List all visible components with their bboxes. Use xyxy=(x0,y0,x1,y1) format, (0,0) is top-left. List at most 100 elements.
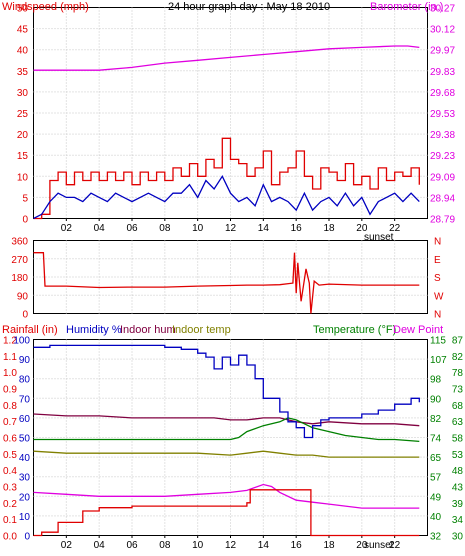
x-tick-label: 12 xyxy=(225,223,237,234)
x-tick-label: 18 xyxy=(323,223,335,234)
barometer-tick: 29.38 xyxy=(430,130,455,141)
dewpoint-axis-label: Dew Point xyxy=(393,324,443,336)
rainfall-tick: 1.0 xyxy=(3,368,17,379)
humidity-tick: 40 xyxy=(19,453,31,464)
dewpoint-tick: 34 xyxy=(452,515,464,526)
wind-barometer-chart: 0 5 10 15 20 25 30 35 40 45 50 28.79 28.94 29.09 29.2… xyxy=(2,1,455,240)
series-dew-point xyxy=(33,483,420,509)
windspeed-tick: 5 xyxy=(22,193,28,204)
x-tick-label: 16 xyxy=(291,223,303,234)
humidity-tick: 100 xyxy=(13,336,30,347)
humidity-tick: 70 xyxy=(19,394,31,405)
temperature-tick: 115 xyxy=(430,336,446,347)
dewpoint-tick: 53 xyxy=(452,450,464,461)
compass-tick: N xyxy=(434,237,441,248)
x-tick-label: 10 xyxy=(192,223,204,234)
legend-indoor-temp: Indoor temp xyxy=(172,324,231,336)
x-tick-label: 08 xyxy=(159,540,171,551)
rainfall-tick: 0.4 xyxy=(3,466,17,477)
humidity-tick: 0 xyxy=(24,532,30,543)
dewpoint-tick: 58 xyxy=(452,434,464,445)
series-windspeed xyxy=(33,137,420,220)
x-tick-label: 06 xyxy=(126,223,138,234)
sunset-annotation: sunset xyxy=(364,232,394,240)
barometer-tick: 30.12 xyxy=(430,25,455,36)
series-temperature xyxy=(33,417,420,443)
x-tick-label: 12 xyxy=(225,540,237,551)
rainfall-tick: 0.7 xyxy=(3,417,17,428)
rainfall-axis-ticks: 0.0 0.1 0.2 0.3 0.4 0.5 0.6 0.7 0.8 0.9 1.0 1.1 1.2 xyxy=(3,336,17,543)
windspeed-axis-label: Windspeed (mph) xyxy=(2,1,89,13)
legend-humidity: Humidity % xyxy=(66,324,122,336)
direction-tick: 270 xyxy=(11,255,28,266)
rainfall-tick: 0.2 xyxy=(3,499,17,510)
dewpoint-axis-ticks: 30 34 39 43 48 53 58 63 68 73 78 82 87 xyxy=(452,336,464,543)
rainfall-tick: 0.8 xyxy=(3,401,17,412)
series-humidity xyxy=(33,344,420,439)
windspeed-tick: 35 xyxy=(17,67,29,78)
temperature-tick: 82 xyxy=(430,414,442,425)
temperature-tick: 49 xyxy=(430,492,442,503)
series-wind-direction xyxy=(33,252,420,314)
barometer-tick: 30.27 xyxy=(430,4,455,15)
windspeed-tick: 25 xyxy=(17,109,29,120)
barometer-tick: 29.09 xyxy=(430,172,455,183)
windspeed-tick: 10 xyxy=(17,172,29,183)
x-tick-label: 20 xyxy=(356,223,368,234)
x-tick-label: 08 xyxy=(159,223,171,234)
dewpoint-tick: 43 xyxy=(452,483,464,494)
barometer-tick: 29.83 xyxy=(430,67,455,78)
x-tick-label: 22 xyxy=(389,223,401,234)
temperature-tick: 107 xyxy=(430,355,447,366)
x-tick-label: 06 xyxy=(126,540,138,551)
time-axis-ticks: 02 04 06 08 10 12 14 16 18 20 22 xyxy=(61,535,401,551)
series-group xyxy=(33,45,420,220)
humidity-tick: 50 xyxy=(19,434,31,445)
time-axis-ticks: 02 04 06 08 10 12 14 16 18 20 22 xyxy=(61,218,401,234)
barometer-tick: 29.68 xyxy=(430,88,455,99)
windspeed-tick: 15 xyxy=(17,151,29,162)
dewpoint-tick: 82 xyxy=(452,352,464,363)
rainfall-tick: 1.1 xyxy=(3,352,17,363)
windspeed-tick: 20 xyxy=(17,130,29,141)
x-tick-label: 18 xyxy=(323,540,335,551)
humidity-tick: 20 xyxy=(19,492,31,503)
series-avg-wind xyxy=(33,174,420,220)
rainfall-tick: 0.1 xyxy=(3,515,17,526)
rainfall-axis-label: Rainfall (in) xyxy=(2,324,58,336)
compass-tick: W xyxy=(434,291,444,302)
windspeed-axis-ticks: 0 5 10 15 20 25 30 35 40 45 50 xyxy=(17,4,29,226)
series-rainfall xyxy=(33,489,420,537)
legend-indoor-hum: Indoor hum xyxy=(120,324,176,336)
x-tick-label: 10 xyxy=(192,540,204,551)
x-tick-label: 14 xyxy=(258,540,270,551)
temperature-tick: 90 xyxy=(430,394,442,405)
windspeed-tick: 40 xyxy=(17,46,29,57)
grid xyxy=(33,7,428,219)
rainfall-tick: 0.9 xyxy=(3,385,17,396)
series-group xyxy=(33,344,420,537)
x-tick-label: 02 xyxy=(61,540,73,551)
windspeed-tick: 50 xyxy=(17,4,29,15)
direction-tick: 90 xyxy=(17,291,29,302)
sunset-annotation: sunset xyxy=(364,540,394,551)
barometer-tick: 28.94 xyxy=(430,193,455,204)
temperature-tick: 40 xyxy=(430,512,442,523)
temperature-tick: 74 xyxy=(430,434,442,445)
temperature-axis-label: Temperature (°F) xyxy=(313,324,396,336)
dewpoint-tick: 78 xyxy=(452,368,464,379)
x-tick-label: 20 xyxy=(356,540,368,551)
barometer-axis-ticks: 28.79 28.94 29.09 29.23 29.38 29.53 29.68 29.83… xyxy=(430,4,455,226)
humidity-tick: 80 xyxy=(19,375,31,386)
windspeed-tick: 45 xyxy=(17,25,29,36)
direction-tick: 0 xyxy=(22,310,28,321)
barometer-tick: 29.23 xyxy=(430,151,455,162)
series-group xyxy=(33,252,420,314)
humidity-axis-ticks: 0 10 20 30 40 50 60 70 80 90 100 xyxy=(13,336,30,543)
rainfall-tick: 0.5 xyxy=(3,450,17,461)
series-indoor-hum xyxy=(33,413,420,427)
series-barometer xyxy=(33,45,420,71)
